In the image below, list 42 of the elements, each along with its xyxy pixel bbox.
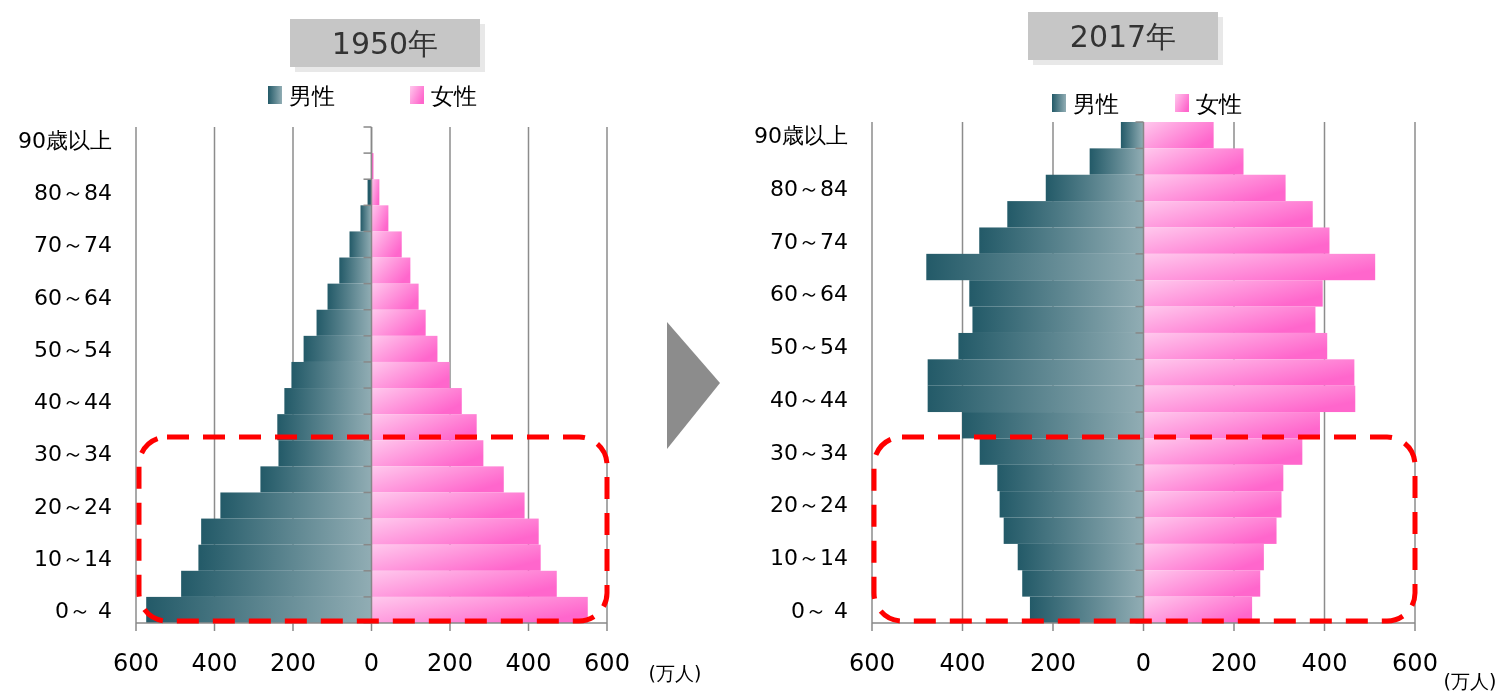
y-tick-label: 30～34	[770, 439, 848, 465]
y-tick-label: 20～24	[34, 493, 112, 519]
y-tick-label: 70～74	[770, 228, 848, 254]
y-tick-label: 0～ 4	[791, 597, 848, 623]
y-tick-label: 60～64	[770, 281, 848, 307]
x-tick-label: 200	[1211, 649, 1257, 677]
y-tick-label: 70～74	[34, 232, 112, 258]
chart-title: 1950年	[331, 26, 439, 61]
text: (万人)	[1443, 670, 1497, 692]
x-tick-label: 600	[113, 649, 159, 677]
y-tick-label: 50～54	[34, 336, 112, 362]
legend-label: 男性	[289, 83, 335, 109]
x-tick-label: 200	[1030, 649, 1076, 677]
y-tick-label: 30～34	[34, 441, 112, 467]
x-tick-label: 400	[505, 649, 552, 677]
x-tick-label: 600	[849, 649, 895, 677]
legend-label: 男性	[1073, 91, 1119, 117]
y-tick-label: 90歳以上	[18, 128, 112, 154]
x-tick-label: 400	[939, 649, 986, 677]
y-tick-label: 60～64	[34, 284, 112, 310]
x-tick-label: 0	[363, 649, 380, 677]
x-tick-label: 0	[1135, 649, 1152, 677]
y-tick-label: 50～54	[770, 334, 848, 360]
x-tick-label: 400	[191, 649, 238, 677]
y-tick-label: 80～84	[770, 175, 848, 201]
y-tick-label: 10～14	[34, 545, 112, 571]
x-tick-label: 600	[1392, 649, 1438, 677]
legend-label: 女性	[1196, 91, 1242, 117]
legend-label: 女性	[431, 83, 477, 109]
y-tick-label: 0～ 4	[55, 597, 112, 623]
text: (万人)	[648, 662, 702, 684]
x-tick-label: 200	[427, 649, 473, 677]
y-tick-label: 40～44	[770, 386, 848, 412]
chart-title: 2017年	[1069, 19, 1177, 54]
y-tick-label: 80～84	[34, 180, 112, 206]
y-tick-label: 40～44	[34, 389, 112, 415]
x-tick-label: 600	[584, 649, 630, 677]
x-tick-label: 200	[270, 649, 316, 677]
y-tick-label: 20～24	[770, 492, 848, 518]
y-tick-label: 10～14	[770, 545, 848, 571]
x-tick-label: 400	[1301, 649, 1348, 677]
y-tick-label: 90歳以上	[754, 123, 848, 149]
